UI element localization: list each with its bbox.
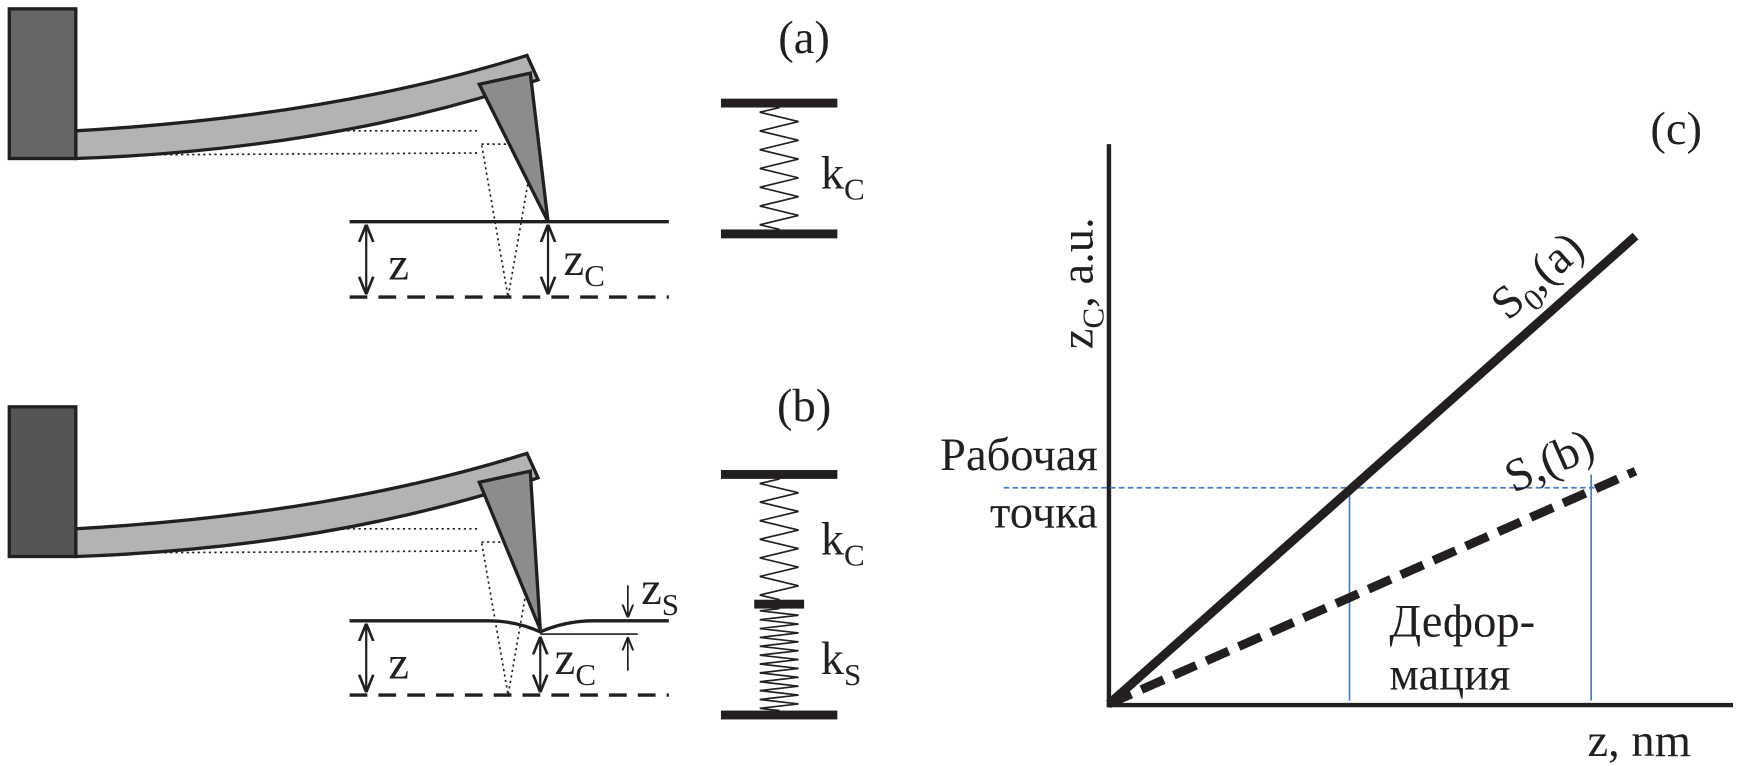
- surface: [350, 621, 669, 632]
- z-label: z: [388, 638, 409, 689]
- spring: [760, 609, 799, 711]
- x-axis-label: z, nm: [1588, 716, 1691, 766]
- base: [9, 407, 76, 557]
- line-label: S,(b): [1497, 419, 1602, 503]
- panel-label: (a): [778, 13, 830, 64]
- zs-label: zS: [641, 564, 679, 622]
- z-label: z: [388, 239, 409, 290]
- plate: [721, 229, 837, 238]
- cantilever: [76, 55, 538, 158]
- panel-label: (c): [1650, 104, 1702, 155]
- panel-c: [1004, 144, 1733, 707]
- base: [9, 9, 76, 159]
- annotation: Рабочая: [940, 430, 1098, 481]
- spring-label: kC: [821, 148, 865, 206]
- annotation: мация: [1389, 650, 1510, 701]
- spring: [760, 479, 799, 600]
- plate: [721, 711, 837, 720]
- spring-label: kC: [821, 514, 865, 572]
- zc-label: zC: [555, 634, 596, 692]
- y-axis-label: zC, a.u.: [1052, 217, 1110, 349]
- annotation: точка: [990, 488, 1098, 539]
- figure: (a) kC z zC (b) kC kS z zC zS (c) zC, a.…: [0, 0, 1739, 766]
- panel-b: [9, 407, 837, 720]
- panel-label: (b): [777, 381, 831, 432]
- page: (a) kC z zC (b) kC kS z zC zS (c) zC, a.…: [0, 0, 1739, 766]
- annotation: Дефор-: [1389, 596, 1535, 647]
- spring: [760, 108, 799, 230]
- tip: [479, 73, 548, 222]
- plate: [754, 600, 804, 609]
- zc-label: zC: [564, 235, 605, 293]
- plate: [721, 99, 837, 108]
- cantilever: [76, 453, 538, 556]
- panel-a: [9, 9, 837, 297]
- spring-label: kS: [821, 634, 862, 692]
- plate: [721, 470, 837, 479]
- tip: [479, 471, 540, 630]
- line-s: [1109, 471, 1636, 704]
